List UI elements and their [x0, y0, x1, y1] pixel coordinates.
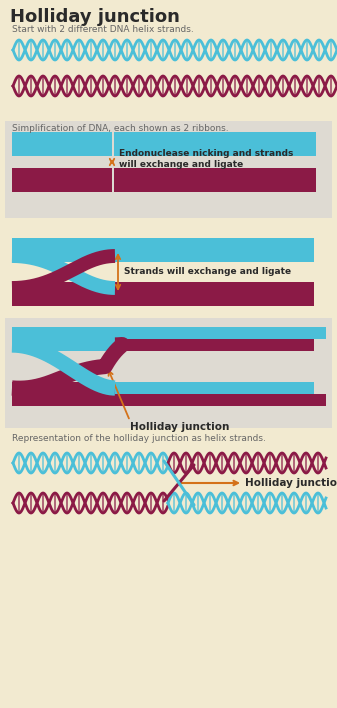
Bar [12, 180, 112, 192]
Text: Representation of the holliday junction as helix strands.: Representation of the holliday junction … [12, 434, 266, 443]
Bar [12, 144, 112, 156]
Bar [12, 250, 115, 262]
Bar [114, 132, 316, 144]
Text: Strands will exchange and ligate: Strands will exchange and ligate [124, 268, 291, 277]
Text: Simplification of DNA, each shown as 2 ribbons.: Simplification of DNA, each shown as 2 r… [12, 124, 228, 133]
Bar [115, 339, 314, 351]
Text: Holliday junction: Holliday junction [245, 478, 337, 488]
Bar [114, 144, 316, 156]
Text: Holliday junction: Holliday junction [10, 8, 180, 26]
Bar [5, 318, 332, 428]
Bar [12, 132, 112, 144]
Bar [5, 121, 332, 218]
Bar [115, 282, 314, 294]
Text: Start with 2 different DNA helix strands.: Start with 2 different DNA helix strands… [12, 25, 194, 34]
Bar [12, 327, 326, 339]
Text: Holliday junction: Holliday junction [130, 422, 229, 432]
Bar [115, 250, 314, 262]
Bar [115, 382, 314, 394]
Bar [12, 294, 115, 306]
Bar [114, 168, 316, 180]
Bar [115, 294, 314, 306]
Bar [115, 238, 314, 250]
Bar [12, 394, 326, 406]
Bar [12, 238, 115, 250]
Bar [12, 282, 115, 294]
Bar [12, 339, 115, 351]
Text: Endonuclease nicking and strands
will exchange and ligate: Endonuclease nicking and strands will ex… [119, 149, 294, 169]
Bar [12, 382, 115, 394]
Bar [12, 168, 112, 180]
Bar [114, 180, 316, 192]
